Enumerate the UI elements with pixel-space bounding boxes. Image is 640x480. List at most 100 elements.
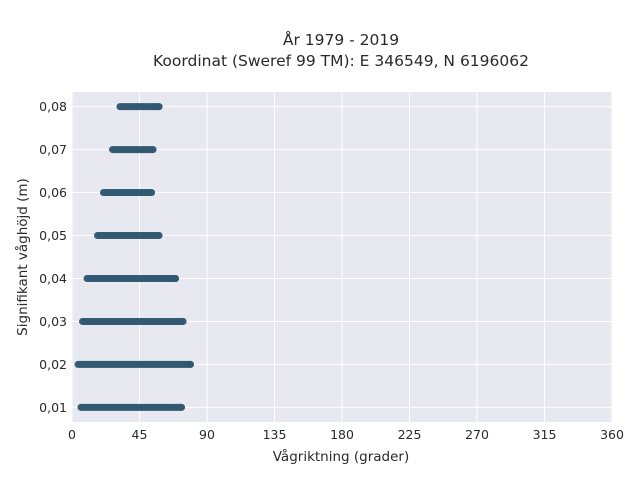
data-point <box>145 103 153 111</box>
data-point <box>90 361 97 368</box>
data-point <box>127 275 135 282</box>
data-point <box>112 361 119 368</box>
y-tick-label: 0,05 <box>39 228 67 243</box>
y-tick-label: 0,04 <box>39 271 67 286</box>
data-point <box>123 403 131 411</box>
data-point <box>122 189 129 196</box>
data-point <box>140 318 148 325</box>
data-point <box>160 318 168 325</box>
data-point <box>131 146 138 153</box>
data-point <box>129 318 137 325</box>
data-point <box>127 361 135 368</box>
data-point <box>117 189 125 196</box>
data-point <box>149 361 157 368</box>
data-point <box>127 232 134 239</box>
data-point <box>116 103 124 111</box>
data-point <box>158 275 166 282</box>
data-point <box>96 361 104 368</box>
data-point <box>90 275 97 282</box>
data-point <box>132 403 140 411</box>
data-point <box>149 145 157 154</box>
data-points <box>74 103 195 411</box>
data-point <box>158 318 166 325</box>
data-point <box>105 232 112 239</box>
data-point <box>90 318 97 325</box>
data-point <box>133 232 141 239</box>
data-point <box>139 146 147 153</box>
data-point <box>136 318 144 325</box>
data-point <box>134 275 142 282</box>
data-point <box>100 189 107 196</box>
data-point <box>124 146 132 153</box>
point-band <box>83 274 180 283</box>
data-point <box>102 189 110 196</box>
data-point <box>118 275 126 282</box>
y-tick-label: 0,01 <box>39 400 67 415</box>
data-point <box>109 232 117 239</box>
data-point <box>109 318 117 325</box>
data-point <box>101 403 109 411</box>
data-point <box>119 189 127 196</box>
data-point <box>101 361 108 368</box>
data-point <box>131 232 139 239</box>
data-point <box>114 318 122 325</box>
data-point <box>105 361 113 368</box>
data-point <box>110 275 117 282</box>
data-point <box>138 232 145 239</box>
data-point <box>147 318 155 325</box>
data-point <box>113 232 121 239</box>
y-tick-label: 0,08 <box>39 99 67 114</box>
data-point <box>162 275 170 282</box>
y-tick-label: 0,03 <box>39 314 67 329</box>
data-point <box>143 275 150 282</box>
data-point <box>115 403 122 411</box>
data-point <box>156 403 164 411</box>
data-point <box>74 361 82 368</box>
data-point <box>99 275 106 282</box>
data-point <box>151 318 159 325</box>
data-point <box>140 275 148 282</box>
data-point <box>107 275 115 282</box>
data-point <box>125 318 133 325</box>
data-point <box>170 403 177 411</box>
data-point <box>92 361 99 368</box>
data-point <box>129 275 137 282</box>
data-point <box>103 361 110 368</box>
data-point <box>138 318 146 325</box>
data-point <box>149 103 157 111</box>
data-point <box>121 275 128 282</box>
data-point <box>167 361 174 368</box>
data-point <box>115 189 123 196</box>
data-point <box>84 403 91 411</box>
data-point <box>109 146 116 153</box>
data-point <box>111 232 119 239</box>
data-point <box>117 403 124 411</box>
data-point <box>104 403 111 411</box>
data-point <box>167 275 175 282</box>
data-point <box>160 275 168 282</box>
data-point <box>154 275 161 282</box>
data-point <box>115 146 123 153</box>
data-point <box>82 403 89 411</box>
data-point <box>143 403 151 411</box>
data-point <box>144 146 152 153</box>
data-point <box>79 318 86 325</box>
data-point <box>140 361 148 368</box>
data-point <box>143 103 150 111</box>
data-point <box>151 361 159 368</box>
data-point <box>125 103 133 111</box>
data-point <box>94 232 101 239</box>
x-tick-label: 0 <box>68 427 76 442</box>
data-point <box>96 232 104 239</box>
data-point <box>107 361 115 368</box>
data-point <box>110 403 118 411</box>
data-point <box>121 103 128 111</box>
data-point <box>134 318 141 325</box>
data-point <box>120 146 127 153</box>
data-point <box>90 403 98 411</box>
data-point <box>159 403 166 411</box>
data-point <box>76 361 84 368</box>
data-point <box>87 361 95 368</box>
data-point <box>126 146 134 153</box>
